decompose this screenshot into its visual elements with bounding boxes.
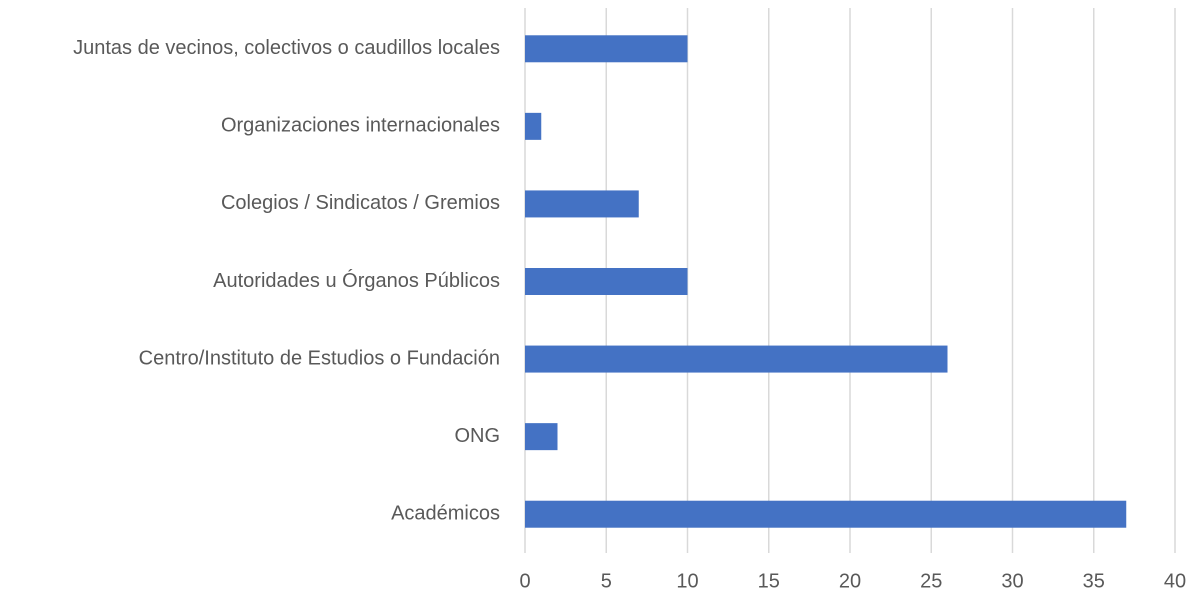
bar (525, 500, 1127, 528)
x-tick-label: 20 (839, 570, 861, 592)
y-tick-label: Colegios / Sindicatos / Gremios (221, 192, 500, 214)
y-tick-label: Juntas de vecinos, colectivos o caudillo… (73, 37, 500, 59)
x-tick-label: 40 (1164, 570, 1186, 592)
bar (525, 112, 542, 140)
bar (525, 190, 639, 218)
y-tick-label: Organizaciones internacionales (221, 115, 500, 137)
x-tick-label: 15 (758, 570, 780, 592)
bar (525, 268, 688, 295)
x-tick-label: 35 (1083, 570, 1105, 592)
x-tick-label: 0 (519, 570, 530, 592)
y-tick-label: Autoridades u Órganos Públicos (213, 269, 500, 292)
x-tick-label: 30 (1001, 570, 1023, 592)
y-tick-label: Académicos (391, 502, 500, 524)
bar (525, 423, 558, 451)
bar (525, 345, 948, 373)
x-tick-label: 5 (601, 570, 612, 592)
x-tick-label: 25 (920, 570, 942, 592)
y-tick-label: Centro/Instituto de Estudios o Fundación (139, 347, 500, 369)
x-tick-label: 10 (676, 570, 698, 592)
y-tick-label: ONG (454, 425, 500, 447)
bar (525, 35, 688, 63)
